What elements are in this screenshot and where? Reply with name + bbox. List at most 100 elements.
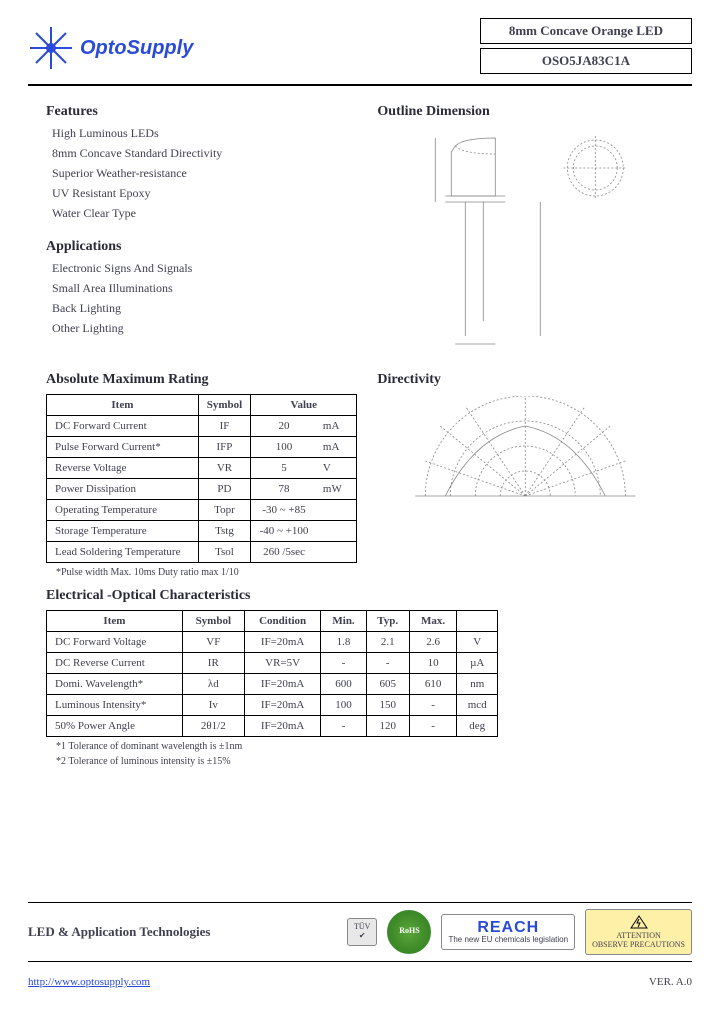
cell: Reverse Voltage <box>47 458 199 479</box>
esd-icon <box>629 914 649 930</box>
cell: λd <box>182 674 244 695</box>
features-list: High Luminous LEDs 8mm Concave Standard … <box>46 126 357 221</box>
table-header-row: Item Symbol Value <box>47 395 357 416</box>
cell: mW <box>317 479 357 500</box>
cell: mA <box>317 416 357 437</box>
cell: Domi. Wavelength* <box>47 674 183 695</box>
cell: 150 <box>366 695 409 716</box>
list-item: Small Area Illuminations <box>52 281 357 296</box>
cell: 78 <box>251 479 317 500</box>
table-row: 50% Power Angle2θ1/2IF=20mA-120-deg <box>47 716 498 737</box>
cell: 600 <box>321 674 366 695</box>
esd-badge: ATTENTION OBSERVE PRECAUTIONS <box>585 909 692 955</box>
directivity-heading: Directivity <box>377 372 674 388</box>
brand-logo: OptoSupply <box>28 25 193 71</box>
list-item: Water Clear Type <box>52 206 357 221</box>
list-item: Electronic Signs And Signals <box>52 261 357 276</box>
tuv-text: TÜV <box>354 922 370 931</box>
outline-dimension-figure <box>377 126 674 356</box>
table-row: DC Forward VoltageVFIF=20mA1.82.12.6V <box>47 632 498 653</box>
cell: Tstg <box>198 521 250 542</box>
col-header: Min. <box>321 611 366 632</box>
table-row: Reverse VoltageVR5V <box>47 458 357 479</box>
cell: nm <box>457 674 498 695</box>
cell: PD <box>198 479 250 500</box>
table-row: Luminous Intensity*IvIF=20mA100150-mcd <box>47 695 498 716</box>
applications-heading: Applications <box>46 239 357 255</box>
cell: 605 <box>366 674 409 695</box>
col-header <box>457 611 498 632</box>
cell: IF=20mA <box>244 632 321 653</box>
cell: 100 <box>251 437 317 458</box>
elec-opt-note1: *1 Tolerance of dominant wavelength is ±… <box>46 741 674 752</box>
table-row: DC Forward CurrentIF20mA <box>47 416 357 437</box>
cell: 260 /5sec <box>251 542 317 563</box>
col-header: Value <box>251 395 357 416</box>
cell: - <box>321 653 366 674</box>
table-row: Power DissipationPD78mW <box>47 479 357 500</box>
directivity-figure <box>377 396 674 516</box>
footer-url[interactable]: http://www.optosupply.com <box>28 976 150 988</box>
cell: mA <box>317 437 357 458</box>
table-row: DC Reverse CurrentIRVR=5V--10µA <box>47 653 498 674</box>
cell: DC Forward Voltage <box>47 632 183 653</box>
tuv-badge: TÜV✔ <box>347 918 377 946</box>
page-header: OptoSupply 8mm Concave Orange LED OSO5JA… <box>28 18 692 78</box>
abs-max-note: *Pulse width Max. 10ms Duty ratio max 1/… <box>46 567 357 578</box>
col-header: Condition <box>244 611 321 632</box>
part-number: OSO5JA83C1A <box>480 48 692 74</box>
cell: IR <box>182 653 244 674</box>
header-product-box: 8mm Concave Orange LED OSO5JA83C1A <box>480 18 692 78</box>
cell: 1.8 <box>321 632 366 653</box>
list-item: Superior Weather-resistance <box>52 166 357 181</box>
cell: 2.1 <box>366 632 409 653</box>
cell: IF <box>198 416 250 437</box>
cell: IF=20mA <box>244 674 321 695</box>
cell: µA <box>457 653 498 674</box>
cell: Operating Temperature <box>47 500 199 521</box>
cell: Power Dissipation <box>47 479 199 500</box>
cell: VR=5V <box>244 653 321 674</box>
reach-sub: The new EU chemicals legislation <box>448 936 568 945</box>
table-row: Storage TemperatureTstg-40 ~ +100 <box>47 521 357 542</box>
cell: 100 <box>321 695 366 716</box>
cell: V <box>317 458 357 479</box>
features-heading: Features <box>46 104 357 120</box>
cell: DC Forward Current <box>47 416 199 437</box>
header-rule <box>28 84 692 86</box>
product-title: 8mm Concave Orange LED <box>480 18 692 44</box>
esd-text2: OBSERVE PRECAUTIONS <box>592 941 685 950</box>
list-item: High Luminous LEDs <box>52 126 357 141</box>
cell: -30 ~ +85 <box>251 500 317 521</box>
cell: - <box>321 716 366 737</box>
cell: 2.6 <box>409 632 456 653</box>
cell: Iv <box>182 695 244 716</box>
reach-badge: REACH The new EU chemicals legislation <box>441 914 575 950</box>
footer-version: VER. A.0 <box>649 976 692 988</box>
cell: IF=20mA <box>244 716 321 737</box>
cell: - <box>409 716 456 737</box>
col-header: Symbol <box>182 611 244 632</box>
cell <box>317 521 357 542</box>
elec-opt-note2: *2 Tolerance of luminous intensity is ±1… <box>46 756 674 767</box>
table-header-row: Item Symbol Condition Min. Typ. Max. <box>47 611 498 632</box>
cell: deg <box>457 716 498 737</box>
cell: 610 <box>409 674 456 695</box>
cell: Tsol <box>198 542 250 563</box>
cell: Topr <box>198 500 250 521</box>
cell: Storage Temperature <box>47 521 199 542</box>
cell: IFP <box>198 437 250 458</box>
cell: 5 <box>251 458 317 479</box>
cell: 10 <box>409 653 456 674</box>
cert-badges: TÜV✔ RoHS REACH The new EU chemicals leg… <box>347 909 692 955</box>
cell: V <box>457 632 498 653</box>
cell: DC Reverse Current <box>47 653 183 674</box>
table-row: Domi. Wavelength*λdIF=20mA600605610nm <box>47 674 498 695</box>
footer-title: LED & Application Technologies <box>28 924 210 940</box>
cell: 2θ1/2 <box>182 716 244 737</box>
cell: -40 ~ +100 <box>251 521 317 542</box>
table-row: Lead Soldering TemperatureTsol260 /5sec <box>47 542 357 563</box>
cell: - <box>409 695 456 716</box>
elec-opt-heading: Electrical -Optical Characteristics <box>46 588 674 604</box>
table-row: Operating TemperatureTopr-30 ~ +85 <box>47 500 357 521</box>
